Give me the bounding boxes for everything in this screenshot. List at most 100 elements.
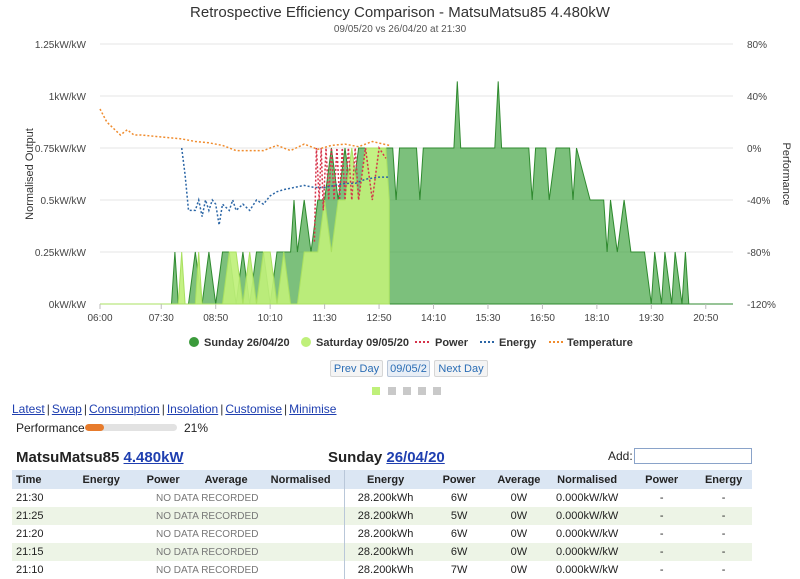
page-dot-3[interactable]: [403, 387, 411, 395]
cell-power-c: -: [659, 564, 664, 576]
series-area-1: [100, 147, 390, 305]
cell-power-c: -: [659, 492, 664, 504]
y-right-tick-label: -40%: [747, 196, 770, 207]
link-separator: |: [46, 402, 50, 416]
cell-power: 7W: [450, 564, 468, 576]
cell-normalised: 0.000kW/kW: [546, 543, 629, 561]
y-axis-right-label: Performance: [780, 143, 792, 206]
add-input[interactable]: [634, 448, 752, 464]
cell-normalised: 0.000kW/kW: [555, 492, 619, 504]
output-table: Time Energy Power Average Normalised Ene…: [12, 470, 752, 579]
x-tick-label: 06:00: [87, 313, 112, 324]
y-tick-label: 1kW/kW: [49, 92, 87, 103]
cell-average: 0W: [491, 507, 547, 525]
legend-marker-sunday[interactable]: [189, 337, 199, 347]
system-capacity-link[interactable]: 4.480kW: [123, 449, 184, 466]
performance-bar: [85, 424, 177, 431]
col-power-b[interactable]: Power: [426, 470, 492, 489]
x-tick-label: 11:30: [312, 313, 337, 324]
customise-link[interactable]: Customise: [225, 402, 283, 416]
cell-power-c: -: [628, 543, 696, 561]
day-label: Sunday: [328, 449, 383, 466]
legend-label-sunday[interactable]: Sunday 26/04/20: [204, 337, 290, 349]
y-tick-label: 0kW/kW: [49, 300, 87, 311]
date-heading: Sunday 26/04/20: [328, 449, 445, 466]
col-time[interactable]: Time: [12, 470, 71, 489]
cell-average: 0W: [510, 492, 528, 504]
table-row: 21:10 NO DATA RECORDED 28.200kWh 7W 0W 0…: [12, 561, 752, 579]
legend-label-saturday[interactable]: Saturday 09/05/20: [316, 337, 409, 349]
col-power[interactable]: Power: [131, 470, 195, 489]
y-right-tick-label: 40%: [747, 92, 767, 103]
y-right-tick-label: -80%: [747, 248, 770, 259]
col-energy[interactable]: Energy: [70, 470, 132, 489]
cell-time: 21:20: [16, 528, 44, 540]
cell-power: 6W: [426, 543, 492, 561]
y-tick-label: 0.75kW/kW: [35, 144, 87, 155]
cell-energy: 28.200kWh: [343, 507, 427, 525]
col-power-c[interactable]: Power: [628, 470, 696, 489]
col-energy-b[interactable]: Energy: [343, 470, 427, 489]
x-tick-label: 07:30: [149, 313, 174, 324]
cell-power-c: -: [628, 507, 696, 525]
next-day-button[interactable]: Next Day: [434, 360, 488, 377]
cell-average: 0W: [510, 564, 528, 576]
chart-title: Retrospective Efficiency Comparison - Ma…: [190, 4, 611, 21]
legend-label-power[interactable]: Power: [435, 337, 469, 349]
table-row: 21:30 NO DATA RECORDED 28.200kWh 6W 0W 0…: [12, 489, 752, 507]
efficiency-chart: Retrospective Efficiency Comparison - Ma…: [24, 4, 792, 349]
col-energy-c[interactable]: Energy: [695, 470, 752, 489]
cell-time: 21:25: [12, 507, 71, 525]
link-separator: |: [83, 402, 87, 416]
page-dot-2[interactable]: [388, 387, 396, 395]
prev-day-button[interactable]: Prev Day: [330, 360, 383, 377]
col-average-b[interactable]: Average: [491, 470, 547, 489]
y-tick-label: 0.5kW/kW: [40, 196, 86, 207]
page-dot-4[interactable]: [418, 387, 426, 395]
cell-average: 0W: [491, 543, 547, 561]
date-link[interactable]: 26/04/20: [386, 449, 445, 466]
x-tick-label: 18:10: [584, 313, 609, 324]
col-normalised[interactable]: Normalised: [257, 470, 345, 489]
cell-power-c: -: [659, 528, 664, 540]
link-separator: |: [220, 402, 224, 416]
cell-time: 21:10: [16, 564, 44, 576]
page-dot-5[interactable]: [433, 387, 441, 395]
x-tick-label: 15:30: [475, 313, 500, 324]
add-label: Add:: [608, 449, 633, 463]
legend-label-temperature[interactable]: Temperature: [567, 337, 633, 349]
cell-energy-c: -: [721, 564, 726, 576]
table-row: 21:15 NO DATA RECORDED 28.200kWh 6W 0W 0…: [12, 543, 752, 561]
x-tick-label: 12:50: [367, 313, 392, 324]
chart-subtitle: 09/05/20 vs 26/04/20 at 21:30: [334, 24, 467, 35]
y-right-tick-label: 0%: [747, 144, 762, 155]
cell-average: 0W: [510, 528, 528, 540]
legend-label-energy[interactable]: Energy: [499, 337, 537, 349]
performance-value: 21%: [184, 421, 209, 435]
cell-energy: 28.200kWh: [343, 489, 427, 507]
link-separator: |: [284, 402, 288, 416]
performance-label: Performance: [16, 421, 85, 435]
x-tick-label: 08:50: [203, 313, 228, 324]
y-tick-label: 0.25kW/kW: [35, 248, 87, 259]
latest-link[interactable]: Latest: [12, 402, 45, 416]
col-normalised-b[interactable]: Normalised: [546, 470, 629, 489]
consumption-link[interactable]: Consumption: [88, 402, 160, 416]
performance-bar-fill: [85, 424, 105, 431]
legend-marker-saturday[interactable]: [301, 337, 311, 347]
cell-energy-c: -: [695, 507, 752, 525]
cell-normalised: 0.000kW/kW: [555, 564, 619, 576]
link-separator: |: [161, 402, 165, 416]
cell-no-data: NO DATA RECORDED: [156, 564, 259, 576]
series-line-4: [99, 108, 390, 152]
swap-link[interactable]: Swap: [51, 402, 82, 416]
x-tick-label: 20:50: [693, 313, 718, 324]
date-button[interactable]: 09/05/2: [387, 360, 430, 377]
cell-no-data: NO DATA RECORDED: [156, 528, 259, 540]
cell-time: 21:30: [16, 492, 44, 504]
minimise-link[interactable]: Minimise: [289, 402, 337, 416]
y-right-tick-label: -120%: [747, 300, 776, 311]
col-average[interactable]: Average: [194, 470, 258, 489]
page-dot-1[interactable]: [372, 387, 380, 395]
insolation-link[interactable]: Insolation: [166, 402, 219, 416]
